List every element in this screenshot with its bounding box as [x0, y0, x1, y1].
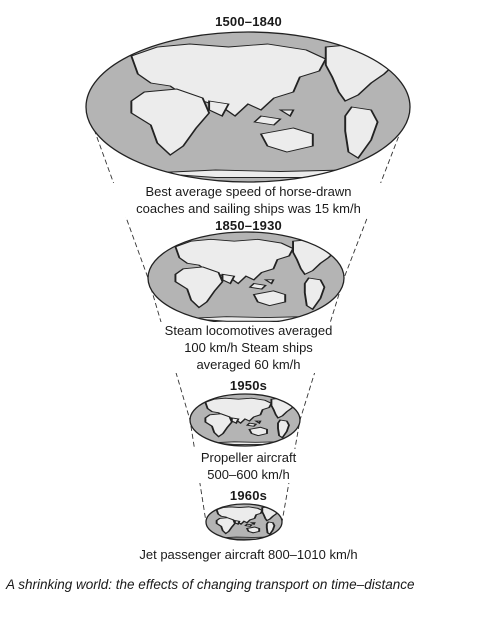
description-line: 500–600 km/h: [207, 467, 290, 482]
era-title-1850-1930: 1850–1930: [215, 218, 282, 233]
era-title-1960s: 1960s: [229, 488, 268, 503]
era-description-1500-1840: Best average speed of horse-drawn coache…: [110, 183, 387, 217]
globes: [85, 31, 411, 541]
description-line: Propeller aircraft: [200, 450, 297, 465]
globe-1950s: [189, 393, 301, 447]
era-title-1500-1840: 1500–1840: [215, 14, 282, 29]
globe-outline: [189, 393, 301, 447]
era-description-1960s: Jet passenger aircraft 800–1010 km/h: [100, 546, 397, 563]
era-description-1850-1930: Steam locomotives averaged 100 km/h Stea…: [128, 322, 369, 373]
era-description-1950s: Propeller aircraft 500–600 km/h: [170, 449, 327, 483]
figure-caption: A shrinking world: the effects of changi…: [6, 577, 415, 592]
description-line: averaged 60 km/h: [196, 357, 301, 372]
description-line: 100 km/h Steam ships: [184, 340, 313, 355]
description-line: Steam locomotives averaged: [164, 323, 333, 338]
era-title-1950s: 1950s: [229, 378, 268, 393]
globe-1960s: [205, 503, 283, 541]
globe-1500–1840: [85, 31, 411, 183]
globe-1850–1930: [147, 231, 345, 325]
description-line: coaches and sailing ships was 15 km/h: [136, 201, 361, 216]
description-line: Jet passenger aircraft 800–1010 km/h: [139, 547, 358, 562]
description-line: Best average speed of horse-drawn: [145, 184, 352, 199]
globe-outline: [205, 503, 283, 541]
globe-outline: [85, 31, 411, 183]
